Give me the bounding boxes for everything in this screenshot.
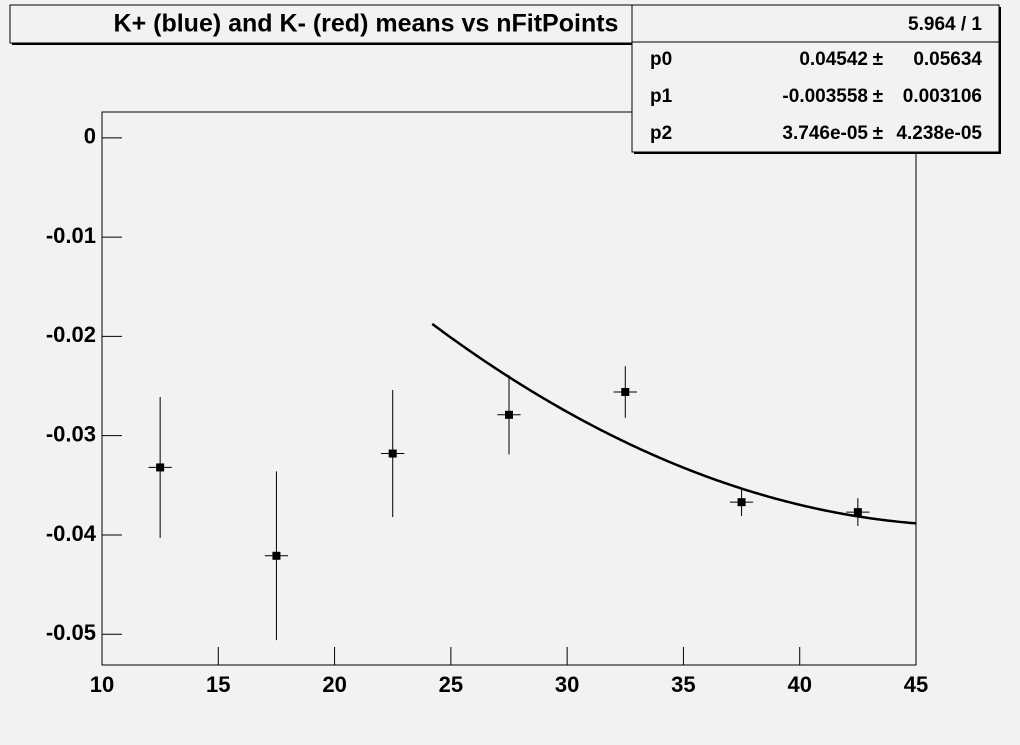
point (505, 410, 513, 419)
param-value: 0.04542 (799, 49, 868, 70)
stats-frame (631, 4, 1000, 153)
param-name: p1 (650, 86, 673, 107)
x-tick-label: 45 (904, 672, 928, 697)
param-value: -0.003558 (782, 86, 868, 107)
chart-title: K+ (blue) and K- (red) means vs nFitPoin… (114, 10, 619, 38)
y-tick-label: -0.05 (46, 620, 96, 645)
point (156, 463, 165, 472)
x-tick-label: 30 (555, 672, 579, 697)
point (621, 387, 630, 396)
point (388, 449, 397, 458)
x-tick-label: 10 (90, 672, 114, 697)
param-value: 3.746e-05 (782, 123, 868, 144)
param-pm: ± (873, 49, 883, 70)
stats-box: 5.964 / 1 (631, 4, 1001, 154)
x-tick-label: 20 (322, 672, 346, 697)
x-tick-label: 25 (439, 672, 463, 697)
y-tick-label: -0.01 (46, 223, 96, 248)
param-error: 4.238e-05 (896, 123, 982, 144)
x-tick-label: 35 (671, 672, 695, 697)
param-pm: ± (873, 86, 883, 107)
point (853, 508, 862, 517)
x-tick-label: 40 (787, 672, 811, 697)
param-pm: ± (873, 123, 883, 144)
chi2-ndf: 5.964 / 1 (908, 14, 982, 35)
y-tick-label: 0 (84, 124, 96, 149)
x-tick-label: 15 (206, 672, 230, 697)
point (272, 551, 281, 560)
param-error: 0.003106 (903, 86, 982, 107)
param-name: p2 (650, 123, 672, 144)
y-tick-label: -0.03 (46, 421, 96, 446)
param-error: 0.05634 (913, 49, 982, 70)
y-tick-label: -0.04 (46, 521, 97, 546)
point (737, 498, 746, 507)
fit-curve (431, 322, 917, 525)
param-name: p0 (650, 49, 672, 70)
y-tick-label: -0.02 (46, 322, 96, 347)
